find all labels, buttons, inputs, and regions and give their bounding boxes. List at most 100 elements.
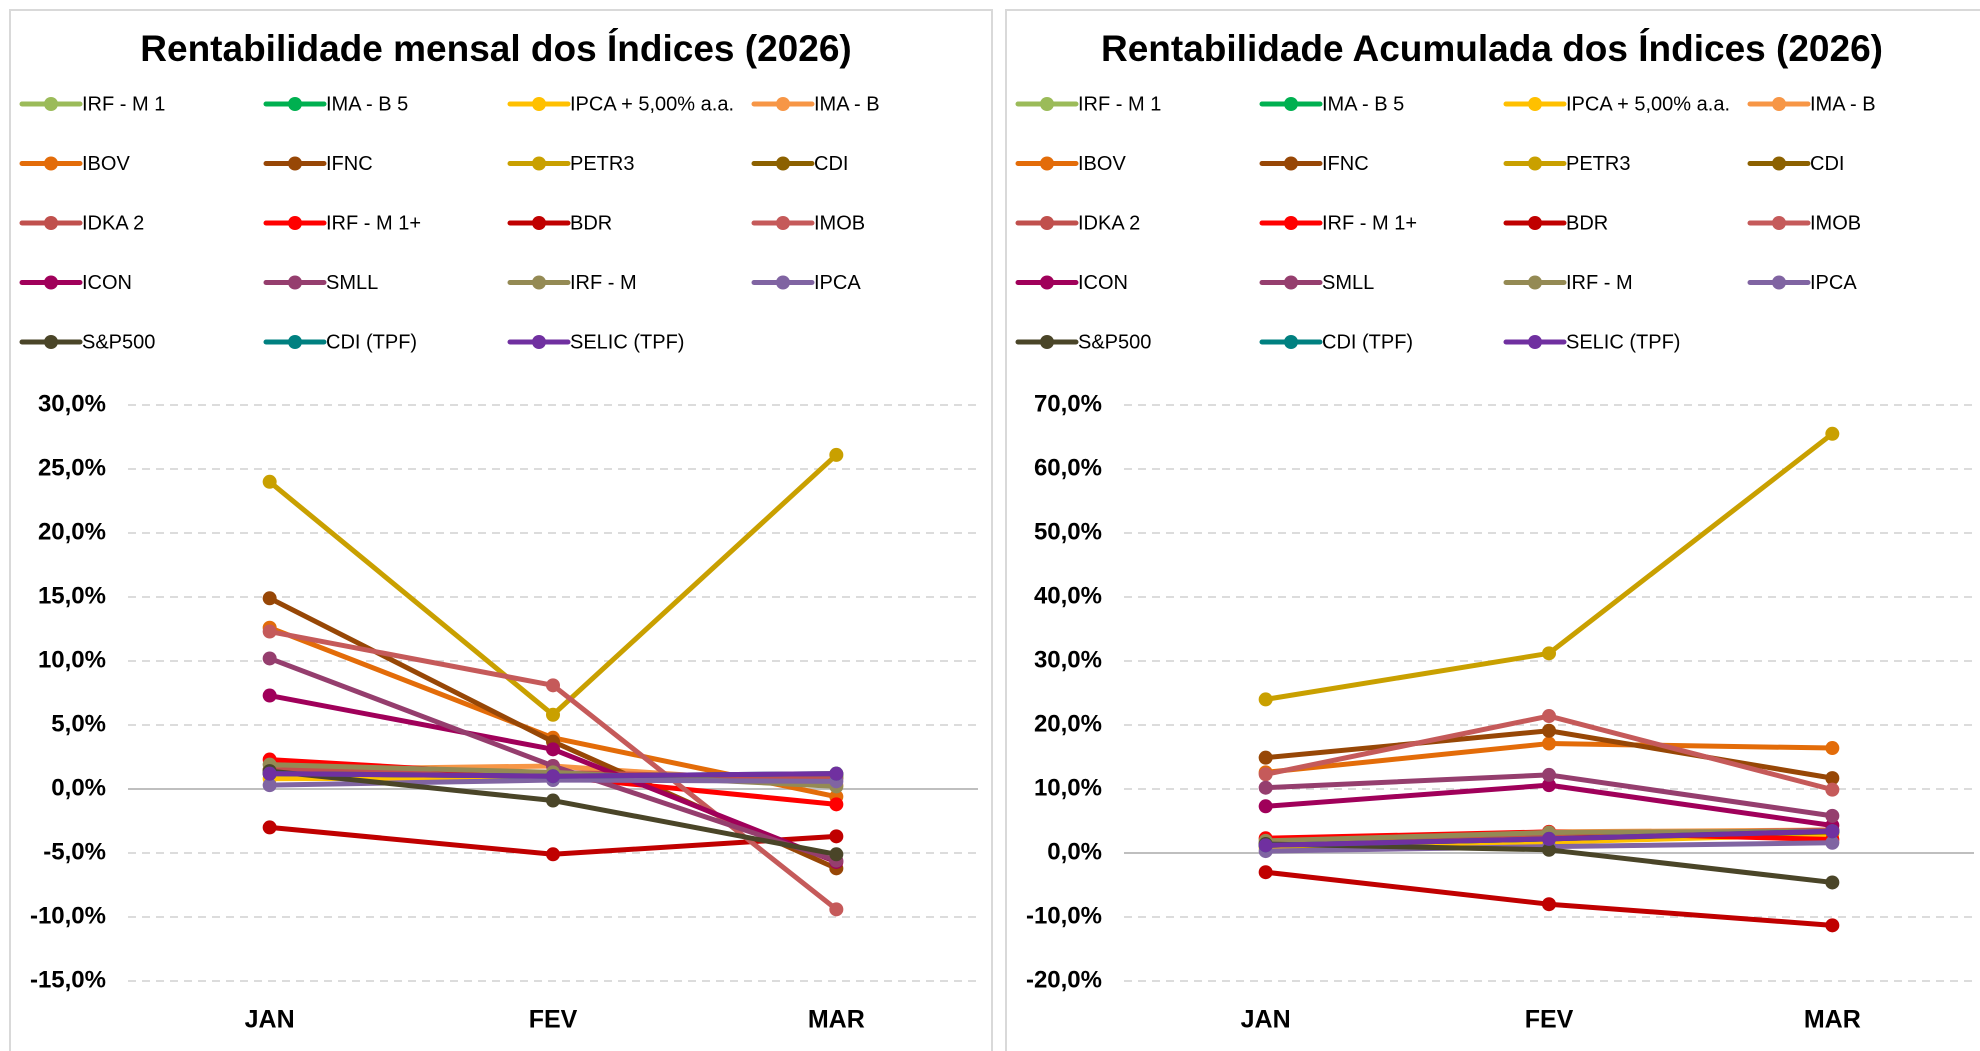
y-tick-label: -15,0%: [30, 966, 106, 993]
legend-entry: IRF - M: [1503, 272, 1633, 294]
legend-marker: [1040, 335, 1054, 349]
legend-label: IBOV: [1078, 153, 1126, 175]
legend-marker: [1284, 335, 1298, 349]
legend-label: IRF - M: [570, 272, 637, 294]
legend-label: CDI: [1810, 153, 1844, 175]
series: [1258, 824, 1840, 853]
y-tick-label: 40,0%: [1034, 582, 1102, 609]
legend-entry: IDKA 2: [1015, 212, 1140, 234]
legend-marker: [776, 97, 790, 111]
legend-entry: IRF - M: [507, 272, 637, 294]
legend-entry: CDI: [751, 153, 848, 175]
legend-label: CDI (TPF): [1322, 331, 1413, 353]
data-point: [546, 707, 560, 722]
legend-marker: [1528, 335, 1542, 349]
legend-marker: [1284, 216, 1298, 230]
data-point: [1542, 897, 1556, 912]
data-point: [1825, 771, 1840, 786]
legend-label: SMLL: [326, 272, 378, 294]
legend-label: PETR3: [1566, 153, 1630, 175]
legend-entry: BDR: [507, 212, 612, 234]
legend-entry: ICON: [19, 272, 132, 294]
legend-label: IMA - B 5: [1322, 93, 1404, 115]
x-tick-label: MAR: [1804, 1006, 1861, 1034]
data-point: [1258, 767, 1273, 782]
data-point: [546, 678, 560, 693]
legend-label: IRF - M 1+: [1322, 212, 1417, 234]
data-point: [1258, 780, 1273, 795]
data-point: [829, 829, 844, 844]
legend-marker: [532, 216, 546, 230]
legend-marker: [1040, 216, 1054, 230]
legend-entry: IMOB: [1747, 212, 1861, 234]
y-tick-label: 15,0%: [38, 582, 106, 609]
data-point: [546, 847, 560, 862]
x-tick-label: FEV: [529, 1006, 578, 1034]
legend-entry: IFNC: [1259, 153, 1369, 175]
legend-entry: S&P500: [1015, 331, 1151, 353]
legend-marker: [288, 216, 302, 230]
y-tick-label: -20,0%: [1026, 966, 1102, 993]
legend-marker: [1528, 97, 1542, 111]
y-tick-label: 5,0%: [51, 710, 106, 737]
data-point: [1258, 799, 1273, 814]
legend-label: PETR3: [570, 153, 634, 175]
data-point: [262, 820, 277, 835]
legend-entry: SELIC (TPF): [507, 331, 684, 353]
legend-entry: IRF - M 1+: [263, 212, 421, 234]
legend-marker: [1040, 275, 1054, 290]
y-tick-label: 60,0%: [1034, 454, 1102, 481]
data-point: [829, 847, 844, 862]
legend-label: IPCA + 5,00% a.a.: [1566, 93, 1730, 115]
y-tick-label: 20,0%: [38, 518, 106, 545]
legend-entry: IRF - M 1+: [1259, 212, 1417, 234]
series: [1258, 426, 1840, 707]
data-point: [1542, 709, 1556, 724]
legend-marker: [1772, 97, 1786, 111]
legend-marker: [532, 97, 546, 111]
legend-label: IPCA + 5,00% a.a.: [570, 93, 734, 115]
legend-label: IFNC: [1322, 153, 1369, 175]
data-point: [262, 591, 277, 606]
legend-entry: CDI: [1747, 153, 1844, 175]
y-tick-label: -10,0%: [30, 902, 106, 929]
y-tick-label: 0,0%: [1047, 838, 1102, 865]
legend-label: IMOB: [1810, 212, 1861, 234]
legend-label: S&P500: [1078, 331, 1151, 353]
y-tick-label: 30,0%: [1034, 646, 1102, 673]
legend-marker: [44, 97, 58, 111]
legend-marker: [532, 156, 546, 171]
legend-label: IMA - B: [1810, 93, 1876, 115]
legend-label: IFNC: [326, 153, 373, 175]
legend-entry: IBOV: [1015, 153, 1126, 175]
legend-marker: [1772, 275, 1786, 290]
data-point: [1825, 875, 1840, 890]
data-point: [1258, 838, 1273, 853]
legend-entry: BDR: [1503, 212, 1608, 234]
data-point: [1542, 767, 1556, 782]
chart-title: Rentabilidade mensal dos Índices (2026): [140, 28, 851, 69]
legend-marker: [1284, 97, 1298, 111]
data-point: [1825, 426, 1840, 441]
legend-marker: [44, 275, 58, 290]
data-point: [546, 793, 560, 808]
data-point: [1542, 831, 1556, 846]
legend-label: CDI: [814, 153, 848, 175]
x-tick-label: JAN: [245, 1006, 295, 1034]
legend-marker: [44, 216, 58, 230]
data-point: [262, 778, 277, 793]
series: [262, 766, 844, 784]
data-point: [262, 766, 277, 781]
data-point: [829, 902, 844, 917]
legend-entry: IMA - B: [751, 93, 880, 115]
data-point: [1825, 835, 1840, 850]
legend-entry: SELIC (TPF): [1503, 331, 1680, 353]
data-point: [1825, 782, 1840, 797]
legend-label: BDR: [1566, 212, 1608, 234]
y-tick-label: 70,0%: [1034, 390, 1102, 417]
legend-entry: IRF - M 1: [1015, 93, 1161, 115]
y-tick-label: 50,0%: [1034, 518, 1102, 545]
legend-entry: IDKA 2: [19, 212, 144, 234]
legend-entry: CDI (TPF): [1259, 331, 1413, 353]
legend-label: IPCA: [1810, 272, 1857, 294]
